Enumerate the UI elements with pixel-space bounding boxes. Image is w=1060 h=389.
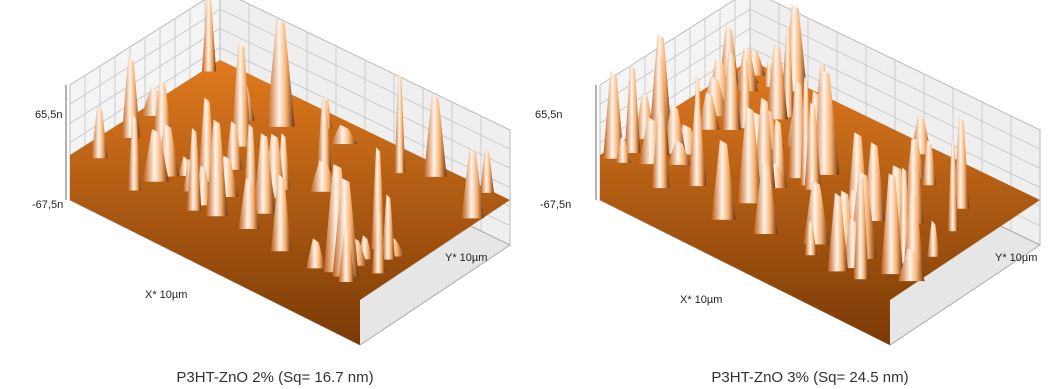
surface-peak (225, 121, 243, 170)
surface-peak (330, 124, 358, 145)
surface-peak (306, 238, 326, 269)
surface-peak (371, 147, 385, 249)
surface-peak (922, 140, 937, 186)
surface-peak (927, 220, 940, 257)
surface-peak (603, 71, 624, 159)
surface-peak (880, 173, 904, 275)
surface-peak (381, 194, 395, 260)
surface-peak (394, 73, 406, 174)
surface-peak (371, 210, 386, 274)
z-top-label: 65,5n (35, 109, 63, 121)
surface-peak (270, 174, 292, 252)
surface-peak (317, 96, 332, 171)
surface-peak (667, 140, 691, 165)
surface-peak (266, 19, 295, 127)
wall-grid (69, 8, 511, 150)
afm-panel: 65,5n -67,5n X* 10µm Y* 10µm P3HT-ZnO 2% (Sq… (32, 0, 512, 386)
surface-peak (201, 0, 217, 72)
z-bottom-label: -67,5n (540, 199, 571, 211)
surface-peak (904, 138, 924, 224)
surface-peak (231, 43, 252, 147)
surface-peak (898, 248, 925, 282)
surface-peak (811, 69, 840, 175)
surface-peak (753, 162, 778, 235)
wall-grid (599, 27, 1041, 169)
surface-peak (206, 119, 228, 217)
surface-peak (688, 105, 707, 187)
surface-peak (253, 133, 275, 214)
surface-peak (91, 106, 108, 159)
surface-peak (332, 177, 359, 277)
surface-peak (766, 44, 788, 120)
caption: P3HT-ZnO 3% (Sq= 24.5 nm) (711, 369, 908, 386)
surface (70, 60, 510, 345)
surface-peak (827, 192, 849, 272)
surface-peak (804, 102, 821, 190)
z-bottom-label: -67,5n (32, 199, 63, 211)
surface-peak (624, 64, 641, 154)
surface-peak (651, 111, 670, 189)
surface-peak (737, 106, 762, 204)
surface-peak (804, 220, 817, 256)
surface-peak (310, 160, 337, 192)
wall-grid (599, 8, 1041, 150)
surface-peak (128, 114, 141, 191)
wall-grid (69, 27, 511, 169)
afm-panel: 65,5n -67,5n X* 10µm Y* 10µm P3HT-ZnO 3% (Sq… (535, 0, 1042, 386)
surface-peak (338, 229, 355, 282)
surface-peak (853, 174, 869, 280)
surface-peak (953, 116, 970, 209)
z-top-label: 65,5n (535, 109, 563, 121)
surface-peak (423, 94, 447, 177)
surface-peak (753, 97, 776, 188)
surface-peak (663, 104, 686, 154)
surface-peak (698, 91, 720, 130)
caption: P3HT-ZnO 2% (Sq= 16.7 nm) (176, 369, 373, 386)
surface-peak (480, 147, 494, 193)
surface-peak (947, 140, 959, 232)
surface-peak (711, 140, 736, 220)
surface-peak (615, 136, 631, 163)
x-axis-label: X* 10µm (680, 294, 722, 306)
surface-peak (461, 148, 484, 219)
surface-peak (721, 51, 741, 131)
surface-peak (238, 178, 260, 229)
y-axis-label: Y* 10µm (445, 252, 487, 264)
y-axis-label: Y* 10µm (995, 252, 1037, 264)
surface-peak (186, 127, 202, 211)
surface-peak (142, 129, 169, 182)
x-axis-label: X* 10µm (145, 289, 187, 301)
wall-grid (69, 46, 511, 188)
